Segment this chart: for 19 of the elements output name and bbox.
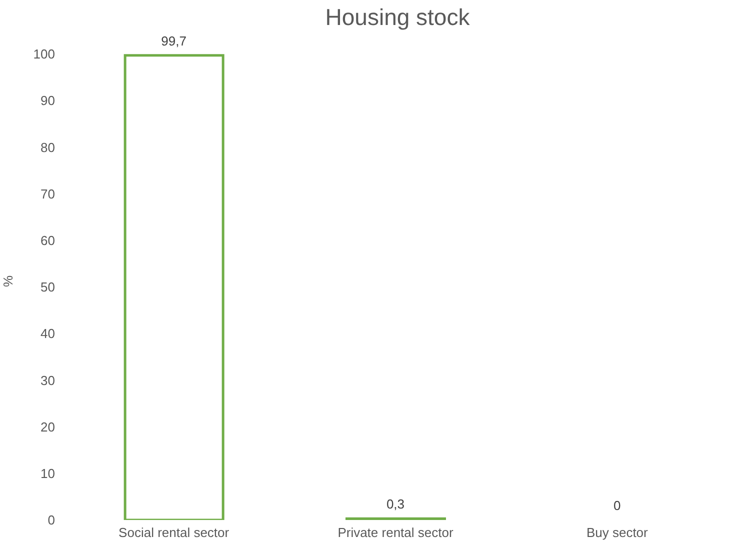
y-tick-label: 20 [40, 419, 55, 434]
y-tick-label: 50 [40, 280, 55, 295]
x-tick-label: Private rental sector [338, 525, 454, 540]
y-tick-label: 60 [40, 233, 55, 248]
data-label: 0,3 [386, 496, 405, 512]
y-tick-label: 30 [40, 372, 55, 388]
x-tick-label: Social rental sector [118, 525, 230, 540]
chart-title: Housing stock [324, 4, 471, 31]
x-tick-label: Buy sector [586, 525, 649, 540]
data-label: 99,7 [161, 33, 186, 48]
y-axis-title: % [0, 275, 16, 287]
data-label: 0 [614, 498, 621, 513]
y-tick-label: 100 [33, 46, 55, 62]
y-tick-label: 70 [40, 186, 55, 202]
y-tick-label: 40 [40, 326, 55, 342]
y-tick-label: 90 [40, 93, 55, 108]
y-tick-label: 10 [40, 466, 55, 482]
y-tick-label: 80 [40, 140, 55, 155]
y-tick-label: 0 [48, 512, 55, 528]
